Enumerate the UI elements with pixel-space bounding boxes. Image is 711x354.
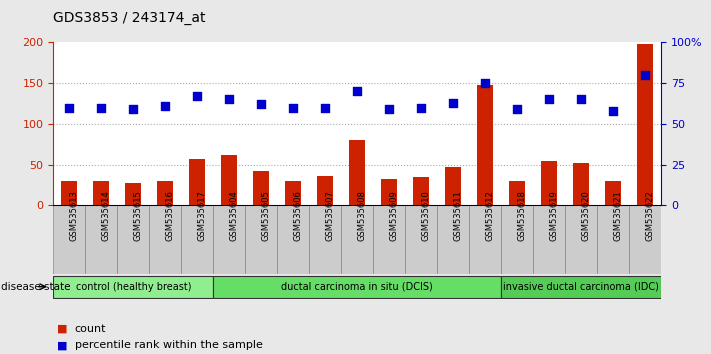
Text: GSM535605: GSM535605 xyxy=(261,190,270,241)
Text: GDS3853 / 243174_at: GDS3853 / 243174_at xyxy=(53,11,205,25)
Bar xyxy=(597,205,629,274)
Text: GSM535622: GSM535622 xyxy=(646,190,654,241)
Point xyxy=(639,72,651,78)
Text: GSM535620: GSM535620 xyxy=(581,190,590,241)
Text: GSM535604: GSM535604 xyxy=(229,190,238,241)
Bar xyxy=(629,205,661,274)
Text: percentile rank within the sample: percentile rank within the sample xyxy=(75,340,262,350)
Text: GSM535617: GSM535617 xyxy=(197,190,206,241)
Bar xyxy=(565,205,597,274)
Bar xyxy=(509,181,525,205)
Bar xyxy=(373,205,405,274)
Point xyxy=(479,80,491,86)
Bar xyxy=(61,181,77,205)
Point xyxy=(191,93,203,99)
Point xyxy=(255,102,267,107)
Point xyxy=(287,105,299,110)
Point xyxy=(319,105,331,110)
Bar xyxy=(157,181,173,205)
Bar xyxy=(221,155,237,205)
Text: count: count xyxy=(75,324,106,333)
Bar xyxy=(53,275,213,298)
Point xyxy=(607,108,619,114)
Bar xyxy=(445,167,461,205)
Bar xyxy=(189,159,205,205)
Bar xyxy=(469,205,501,274)
Point xyxy=(351,88,363,94)
Bar xyxy=(477,85,493,205)
Text: GSM535618: GSM535618 xyxy=(517,190,526,241)
Bar xyxy=(637,44,653,205)
Text: GSM535606: GSM535606 xyxy=(293,190,302,241)
Text: ■: ■ xyxy=(57,340,68,350)
Text: disease state: disease state xyxy=(1,282,70,292)
Text: GSM535613: GSM535613 xyxy=(69,190,78,241)
Text: GSM535619: GSM535619 xyxy=(549,190,558,241)
Bar xyxy=(349,140,365,205)
Bar xyxy=(413,177,429,205)
Bar xyxy=(381,179,397,205)
Bar xyxy=(437,205,469,274)
Bar xyxy=(53,205,85,274)
Text: invasive ductal carcinoma (IDC): invasive ductal carcinoma (IDC) xyxy=(503,282,659,292)
Bar xyxy=(125,183,141,205)
Bar xyxy=(277,205,309,274)
Text: GSM535608: GSM535608 xyxy=(357,190,366,241)
Text: GSM535614: GSM535614 xyxy=(101,190,110,241)
Text: ductal carcinoma in situ (DCIS): ductal carcinoma in situ (DCIS) xyxy=(282,282,433,292)
Text: GSM535609: GSM535609 xyxy=(390,190,398,241)
Point xyxy=(575,97,587,102)
Text: GSM535610: GSM535610 xyxy=(421,190,430,241)
Bar xyxy=(605,181,621,205)
Text: GSM535612: GSM535612 xyxy=(485,190,494,241)
Bar xyxy=(117,205,149,274)
Point xyxy=(543,97,555,102)
Point xyxy=(127,107,139,112)
Bar xyxy=(573,163,589,205)
Bar xyxy=(213,275,501,298)
Point xyxy=(511,107,523,112)
Point xyxy=(95,105,107,110)
Text: ■: ■ xyxy=(57,324,68,333)
Text: GSM535621: GSM535621 xyxy=(613,190,622,241)
Bar xyxy=(405,205,437,274)
Text: GSM535616: GSM535616 xyxy=(165,190,174,241)
Bar xyxy=(541,161,557,205)
Bar xyxy=(309,205,341,274)
Bar xyxy=(213,205,245,274)
Text: GSM535607: GSM535607 xyxy=(325,190,334,241)
Point xyxy=(415,105,427,110)
Bar xyxy=(85,205,117,274)
Text: GSM535615: GSM535615 xyxy=(134,190,142,241)
Point xyxy=(159,103,171,109)
Bar xyxy=(501,275,661,298)
Text: GSM535611: GSM535611 xyxy=(454,190,462,241)
Bar xyxy=(245,205,277,274)
Bar xyxy=(253,171,269,205)
Point xyxy=(447,100,459,105)
Point xyxy=(383,107,395,112)
Text: control (healthy breast): control (healthy breast) xyxy=(75,282,191,292)
Point xyxy=(64,105,75,110)
Bar xyxy=(149,205,181,274)
Bar xyxy=(341,205,373,274)
Bar xyxy=(181,205,213,274)
Bar xyxy=(317,176,333,205)
Bar xyxy=(93,181,109,205)
Point xyxy=(223,97,235,102)
Bar xyxy=(501,205,533,274)
Bar xyxy=(533,205,565,274)
Bar xyxy=(285,181,301,205)
